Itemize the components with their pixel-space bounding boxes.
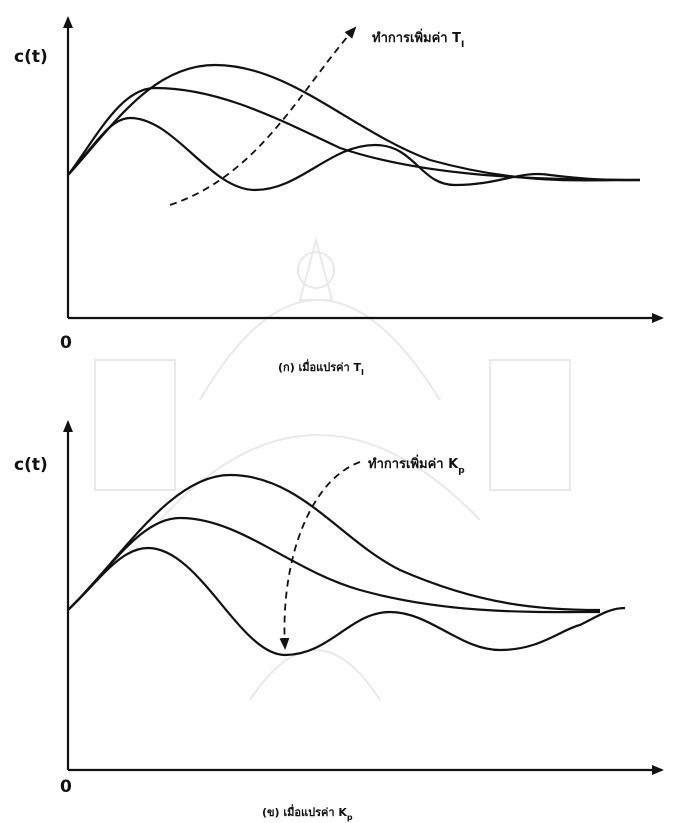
annotation: ทำการเพิ่มค่า Kp xyxy=(368,454,465,476)
trend-arrow xyxy=(170,28,355,205)
annotation-text: ทำการเพิ่มค่า K xyxy=(368,454,459,472)
response-curve xyxy=(68,548,625,655)
caption-text: (ข) เมื่อแปรค่า K xyxy=(262,804,347,819)
figure: c(t) 0 ทำการเพิ่มค่า TI (ก) เมื่อแปรค่า … xyxy=(0,0,674,823)
annotation-subscript: I xyxy=(461,40,464,50)
response-curve xyxy=(68,65,640,180)
response-curve xyxy=(68,518,600,612)
response-curve xyxy=(68,475,600,610)
bottom-plot: c(t) 0 ทำการเพิ่มค่า Kp (ข) เมื่อแปรค่า … xyxy=(14,422,662,822)
caption: (ก) เมื่อแปรค่า TI xyxy=(278,359,364,377)
y-label: c(t) xyxy=(14,455,48,475)
caption-subscript: p xyxy=(347,813,353,822)
page: c(t) 0 ทำการเพิ่มค่า TI (ก) เมื่อแปรค่า … xyxy=(0,0,674,823)
annotation-subscript: p xyxy=(458,466,465,476)
trend-arrow xyxy=(284,462,360,648)
annotation-text: ทำการเพิ่มค่า T xyxy=(372,28,461,46)
caption-subscript: I xyxy=(361,368,364,377)
watermark xyxy=(95,240,570,700)
origin-label: 0 xyxy=(60,777,72,797)
y-label: c(t) xyxy=(14,47,48,67)
caption-text: (ก) เมื่อแปรค่า T xyxy=(278,359,362,374)
annotation: ทำการเพิ่มค่า TI xyxy=(372,28,464,50)
caption: (ข) เมื่อแปรค่า Kp xyxy=(262,804,353,822)
top-plot: c(t) 0 ทำการเพิ่มค่า TI (ก) เมื่อแปรค่า … xyxy=(14,18,662,377)
response-curve xyxy=(68,88,640,180)
origin-label: 0 xyxy=(60,333,72,353)
